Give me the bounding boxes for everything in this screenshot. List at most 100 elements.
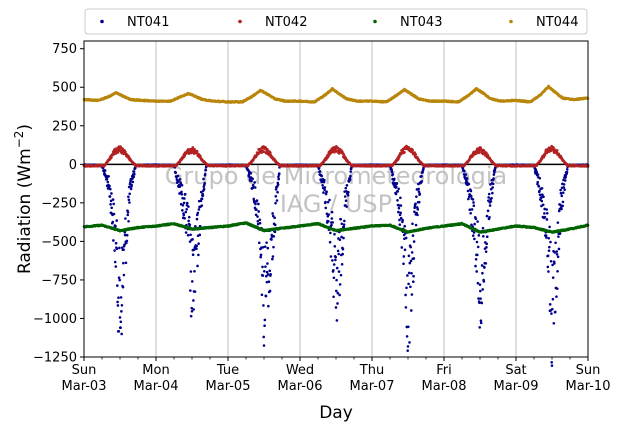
point-NT041-1607 — [544, 234, 548, 237]
point-NT041-1356 — [472, 204, 476, 208]
point-NT041-155 — [127, 219, 130, 223]
point-NT041-1323 — [463, 169, 466, 173]
point-NT041-1601 — [543, 212, 546, 215]
point-NT041-1649 — [557, 235, 560, 238]
point-NT041-674 — [276, 190, 279, 194]
point-NT041-1376 — [478, 326, 482, 329]
point-NT041-1357 — [472, 231, 476, 234]
point-NT041-632 — [264, 265, 267, 268]
point-NT041-377 — [190, 280, 194, 283]
point-NT041-1109 — [401, 218, 404, 222]
point-NT041-1610 — [545, 218, 549, 221]
point-NT041-143 — [123, 233, 127, 237]
point-NT041-648 — [268, 289, 272, 293]
point-NT041-161 — [128, 181, 132, 185]
point-NT041-653 — [270, 238, 273, 241]
point-NT041-1666 — [561, 191, 565, 195]
point-NT041-1617 — [547, 249, 551, 252]
point-NT041-1387 — [481, 226, 485, 230]
point-NT041-1095 — [397, 187, 400, 191]
point-NT041-680 — [277, 172, 281, 175]
point-NT041-80 — [105, 177, 109, 181]
point-NT041-909 — [343, 195, 347, 198]
point-NT041-339 — [180, 190, 183, 194]
point-NT041-1602 — [543, 207, 546, 211]
point-NT041-137 — [122, 261, 125, 265]
point-NT041-154 — [127, 195, 130, 199]
point-NT041-1647 — [556, 221, 560, 224]
point-NT041-839 — [323, 186, 327, 189]
point-NT041-852 — [327, 213, 330, 216]
point-NT041-1381 — [479, 321, 483, 325]
point-NT041-393 — [195, 244, 199, 248]
point-NT041-620 — [260, 293, 264, 297]
point-NT041-595 — [253, 181, 256, 184]
point-NT041-1665 — [561, 200, 565, 204]
series-NT043 — [82, 221, 590, 234]
point-NT041-91 — [108, 195, 112, 198]
point-NT041-626 — [262, 335, 266, 339]
point-NT041-369 — [188, 240, 192, 243]
point-NT041-644 — [267, 280, 271, 284]
point-NT041-860 — [329, 255, 333, 258]
point-NT041-657 — [271, 212, 274, 215]
point-NT041-906 — [343, 219, 346, 223]
point-NT041-1140 — [410, 293, 414, 296]
point-NT041-415 — [201, 194, 205, 197]
point-NT041-1147 — [412, 257, 416, 260]
point-NT041-635 — [265, 274, 268, 278]
point-NT041-912 — [344, 199, 348, 203]
point-NT041-623 — [261, 274, 265, 277]
point-NT041-584 — [250, 179, 253, 183]
point-NT041-111 — [114, 265, 118, 268]
point-NT041-1168 — [418, 192, 422, 196]
point-NT041-884 — [336, 249, 340, 253]
point-NT041-1398 — [484, 250, 488, 253]
point-NT041-672 — [275, 199, 279, 202]
point-NT041-638 — [265, 270, 269, 274]
point-NT041-838 — [323, 188, 326, 192]
point-NT041-665 — [273, 230, 277, 234]
point-NT041-834 — [322, 191, 325, 194]
point-NT041-894 — [339, 273, 343, 277]
point-NT041-1363 — [474, 217, 478, 221]
point-NT041-1388 — [482, 234, 485, 238]
point-NT041-1175 — [420, 180, 424, 183]
point-NT041-575 — [247, 173, 251, 177]
point-NT041-1121 — [404, 236, 408, 240]
point-NT041-159 — [128, 192, 131, 196]
point-NT041-1638 — [554, 310, 557, 314]
point-NT041-1385 — [481, 271, 484, 275]
point-NT041-101 — [111, 220, 115, 224]
point-NT041-1608 — [545, 236, 548, 239]
point-NT041-1579 — [536, 173, 540, 176]
point-NT041-1145 — [411, 280, 415, 284]
point-NT041-1138 — [410, 309, 413, 312]
point-NT041-914 — [345, 205, 348, 208]
point-NT041-1655 — [558, 232, 562, 235]
point-NT041-1618 — [548, 245, 551, 249]
point-NT041-890 — [338, 238, 342, 242]
point-NT041-669 — [274, 188, 278, 191]
point-NT041-96 — [110, 192, 113, 195]
point-NT041-1407 — [487, 196, 490, 199]
point-NT041-889 — [338, 293, 341, 297]
point-NT041-677 — [277, 175, 280, 179]
point-NT041-411 — [200, 204, 204, 207]
point-NT041-349 — [183, 197, 186, 200]
point-NT041-1399 — [485, 246, 488, 249]
point-NT041-843 — [324, 192, 328, 196]
point-NT041-901 — [341, 247, 345, 251]
point-NT041-153 — [126, 210, 130, 214]
point-NT041-1380 — [479, 319, 483, 323]
point-NT041-881 — [335, 266, 339, 270]
point-NT041-678 — [277, 177, 280, 181]
point-NT041-1166 — [417, 200, 421, 204]
point-NT041-1132 — [408, 341, 411, 344]
point-NT041-1340 — [467, 195, 471, 199]
point-NT041-1080 — [393, 177, 396, 181]
point-NT041-1104 — [399, 216, 403, 220]
point-NT041-1103 — [399, 204, 403, 207]
point-NT041-630 — [263, 318, 267, 322]
point-NT041-340 — [180, 192, 184, 196]
